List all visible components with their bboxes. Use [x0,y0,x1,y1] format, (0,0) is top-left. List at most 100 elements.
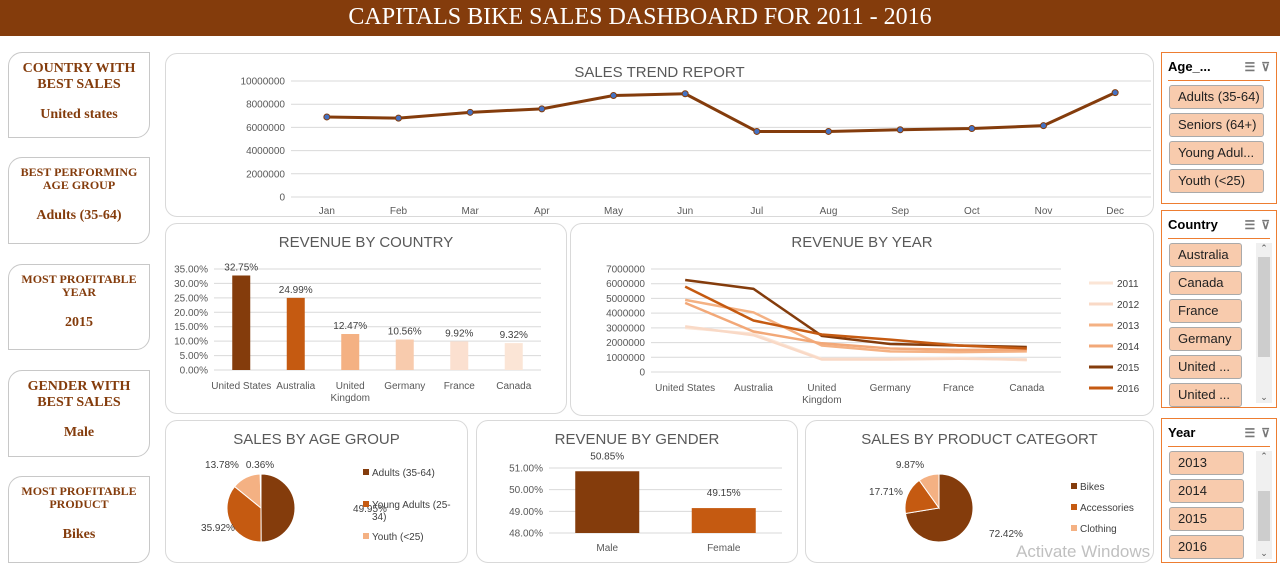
y-tick-label: 10.00% [174,337,208,348]
data-label: 10.56% [388,327,422,338]
data-label: 32.75% [224,262,258,273]
scrollbar[interactable]: ⌃ ⌄ [1256,451,1272,559]
data-label: 49.15% [707,488,741,499]
data-point [323,113,331,121]
kpi-value: Male [63,425,95,440]
pie-slice [259,473,262,509]
multi-select-icon[interactable]: ☰ [1244,217,1256,232]
x-tick-label: Australia [734,383,773,394]
bar [395,339,414,370]
kpi-card-product: MOST PROFITABLE PRODUCT Bikes [8,476,150,563]
slicer-item[interactable]: 2014 [1169,479,1244,503]
legend-label: Young Adults (25- [372,500,451,511]
multi-select-icon[interactable]: ☰ [1244,59,1256,74]
slicer-item[interactable]: Youth (<25) [1169,169,1264,193]
sales-by-age-group-chart: 49.95% 35.92% 13.78% 0.36% Adults (35-64) You… [165,420,468,563]
legend-label: 2011 [1117,279,1139,290]
y-tick-label: 1000000 [606,353,645,364]
slicer-item[interactable]: Germany [1169,327,1242,351]
x-tick-label: Dec [1106,206,1124,216]
y-tick-label: 0.00% [180,366,208,377]
kpi-value: Bikes [62,527,96,542]
bar [691,508,756,533]
slicer-item[interactable]: Australia [1169,243,1242,267]
clear-filter-icon[interactable]: ⊽ [1261,425,1270,440]
scrollbar[interactable]: ⌃ ⌄ [1256,243,1272,403]
slicer-item[interactable]: United ... [1169,355,1242,379]
bar [232,275,251,370]
slicer-item[interactable]: Canada [1169,271,1242,295]
slicer-title: Year [1168,425,1196,440]
bar [504,343,523,370]
legend-label: Adults (35-64) [372,468,435,479]
legend-label: Accessories [1080,503,1134,514]
slicer-item[interactable]: United ... [1169,383,1242,407]
slicer-item[interactable]: 2016 [1169,535,1244,559]
legend-label: 2014 [1117,342,1140,353]
slicer-item[interactable]: Seniors (64+) [1169,113,1264,137]
data-label: 12.47% [333,321,367,332]
kpi-card-age-group: BEST PERFORMING AGE GROUP Adults (35-64) [8,157,150,244]
x-tick-label: Jul [750,206,763,216]
data-point [466,108,474,116]
clear-filter-icon[interactable]: ⊽ [1261,217,1270,232]
data-label: 9.92% [445,328,473,339]
data-point [753,127,761,135]
kpi-card-country: COUNTRY WITH BEST SALES United states [8,52,150,138]
slicer-title: Country [1168,217,1218,232]
slicer-title: Age_... [1168,59,1211,74]
revenue-by-country-chart: 0.00% 5.00% 10.00% 15.00% 20.00% 25.00% 30.00%… [165,223,567,414]
y-tick-label: 35.00% [174,265,208,276]
chart-title: SALES BY PRODUCT CATEGORT [861,431,1098,448]
data-point [610,92,617,99]
legend-label: 34) [372,512,386,523]
kpi-title: BEST PERFORMING AGE GROUP [20,165,138,192]
legend-label: Clothing [1080,524,1117,535]
kpi-title: MOST PROFITABLE PRODUCT [21,484,137,511]
slicer-item[interactable]: France [1169,299,1242,323]
clear-filter-icon[interactable]: ⊽ [1261,59,1270,74]
slicer-item[interactable]: Young Adul... [1169,141,1264,165]
x-tick-label: Canada [1009,383,1044,394]
data-point [395,114,402,122]
x-tick-label: Sep [891,206,909,216]
series-line-2014 [684,301,1027,352]
x-tick-label: Kingdom [802,395,841,406]
y-tick-label: 10000000 [241,77,286,88]
kpi-value: United states [40,107,118,122]
slicer-item[interactable]: Adults (35-64) [1169,85,1264,109]
data-point [825,127,832,135]
x-tick-label: Nov [1035,206,1053,216]
multi-select-icon[interactable]: ☰ [1244,425,1256,440]
x-tick-label: Germany [384,381,425,392]
y-tick-label: 5000000 [606,294,645,305]
data-label: 9.87% [896,460,924,471]
legend-label: 2016 [1117,384,1140,395]
y-tick-label: 7000000 [606,265,645,276]
series-line-2013 [684,298,1027,354]
kpi-card-year: MOST PROFITABLE YEAR 2015 [8,264,150,350]
sales-trend-chart: 0 2000000 4000000 6000000 8000000 10000000 Jan… [165,53,1154,217]
kpi-value: Adults (35-64) [36,208,122,223]
x-tick-label: Mar [462,206,480,216]
series-line-2012 [685,325,1027,361]
slicer-item[interactable]: 2013 [1169,451,1244,475]
data-label: 35.92% [201,523,235,534]
slicer-item[interactable]: 2015 [1169,507,1244,531]
x-tick-label: Kingdom [331,393,370,404]
activate-windows-watermark: Activate Windows [1016,542,1151,561]
data-label: 49.95% [353,504,387,515]
x-tick-label: Oct [964,206,980,216]
kpi-title: COUNTRY WITH BEST SALES [22,61,136,92]
revenue-by-gender-chart: 48.00% 49.00% 50.00% 51.00% 50.85% 49.15% Male… [476,420,798,563]
data-point [538,105,546,113]
legend-label: 2015 [1117,363,1140,374]
kpi-title: MOST PROFITABLE YEAR [21,272,137,299]
x-tick-label: Aug [820,206,838,216]
data-label: 9.32% [500,330,528,341]
y-tick-label: 51.00% [509,464,543,475]
pie-slice [260,473,296,543]
y-tick-label: 6000000 [246,123,285,134]
chart-title: SALES BY AGE GROUP [233,431,400,448]
x-tick-label: France [444,381,476,392]
